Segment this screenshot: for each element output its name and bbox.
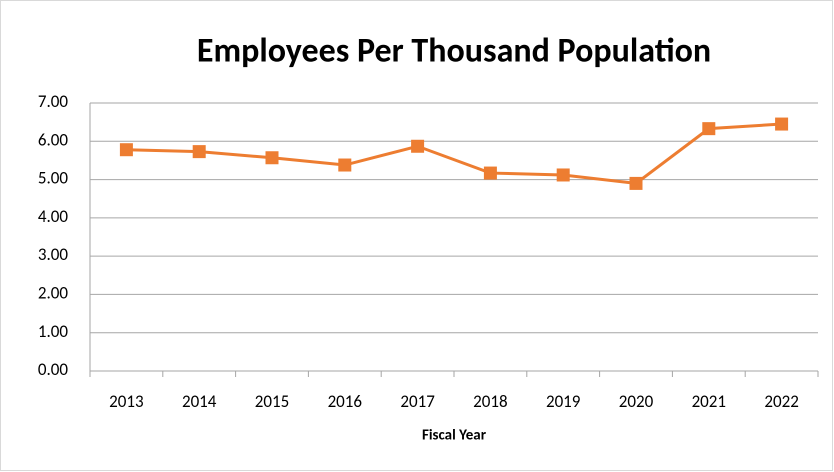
x-tick-label: 2016	[328, 391, 363, 412]
data-marker	[483, 166, 497, 180]
x-tick-label: 2022	[764, 391, 798, 412]
x-tick-label: 2020	[619, 391, 654, 412]
y-tick-label: 4.00	[38, 206, 69, 227]
y-tick-label: 5.00	[38, 168, 69, 189]
data-marker	[775, 117, 789, 131]
x-tick-label: 2013	[109, 391, 143, 412]
data-marker	[629, 176, 643, 190]
y-tick-label: 1.00	[38, 321, 69, 342]
y-tick-label: 2.00	[38, 282, 69, 303]
x-tick-label: 2014	[182, 391, 217, 412]
y-tick-label: 7.00	[38, 91, 69, 112]
y-tick-label: 0.00	[38, 359, 69, 380]
y-tick-label: 3.00	[38, 244, 69, 265]
x-tick-label: 2018	[473, 391, 507, 412]
x-axis-label: Fiscal Year	[422, 427, 487, 445]
data-marker	[556, 168, 570, 182]
data-line	[126, 122, 782, 185]
data-marker	[702, 122, 716, 136]
x-tick-label: 2021	[692, 391, 726, 412]
data-marker	[192, 145, 206, 159]
chart-title: Employees Per Thousand Population	[197, 30, 711, 71]
x-tick-label: 2017	[400, 391, 435, 412]
x-tick-label: 2019	[546, 391, 581, 412]
data-marker	[119, 143, 133, 157]
data-marker	[338, 158, 352, 172]
x-tick-label: 2015	[255, 391, 289, 412]
data-marker	[265, 151, 279, 165]
data-marker	[411, 139, 425, 153]
y-tick-label: 6.00	[38, 129, 69, 150]
